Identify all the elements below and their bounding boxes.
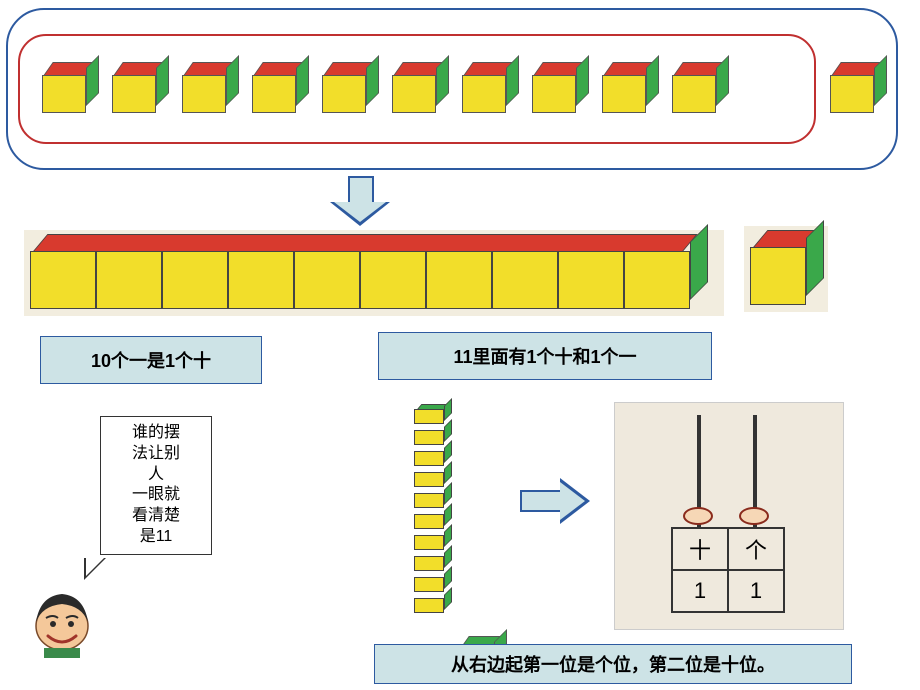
abacus-bead-icon: [739, 507, 769, 525]
ones-value-cell: 1: [728, 570, 784, 612]
ten-cubes-row: [42, 62, 732, 114]
vertical-ten-stack: [414, 404, 460, 622]
abacus-bead-icon: [683, 507, 713, 525]
label-eleven-composition: 11里面有1个十和1个一: [378, 332, 712, 380]
cube-icon: [42, 62, 102, 114]
speech-line: 谁的摆: [105, 423, 207, 444]
arrow-down-icon: [330, 176, 390, 228]
extra-cube-icon: [830, 62, 890, 114]
boy-avatar-icon: [26, 582, 98, 658]
speech-line: 人: [105, 465, 207, 486]
tens-label-cell: 十: [672, 528, 728, 570]
arrow-right-icon: [520, 478, 594, 524]
speech-line: 看清楚: [105, 506, 207, 527]
cube-icon: [532, 62, 592, 114]
ones-label-cell: 个: [728, 528, 784, 570]
tens-value-cell: 1: [672, 570, 728, 612]
speech-line: 法让别: [105, 444, 207, 465]
cube-icon: [182, 62, 242, 114]
cube-icon: [602, 62, 662, 114]
cube-icon: [672, 62, 732, 114]
cube-icon: [112, 62, 172, 114]
cube-icon: [252, 62, 312, 114]
bottom-note: 从右边起第一位是个位，第二位是十位。: [374, 644, 852, 684]
speech-line: 是11: [105, 527, 207, 548]
speech-tail-icon: [86, 558, 104, 576]
cube-icon: [462, 62, 522, 114]
cube-icon: [392, 62, 452, 114]
place-value-table: 十 个 1 1: [671, 527, 785, 613]
single-cube-big: [750, 230, 830, 308]
ten-bar: [24, 230, 724, 316]
label-ten-ones: 10个一是1个十: [40, 336, 262, 384]
cube-icon: [322, 62, 382, 114]
place-value-panel: 十 个 1 1: [614, 402, 844, 630]
speech-line: 一眼就: [105, 485, 207, 506]
speech-bubble: 谁的摆 法让别 人 一眼就 看清楚 是11: [100, 416, 212, 555]
